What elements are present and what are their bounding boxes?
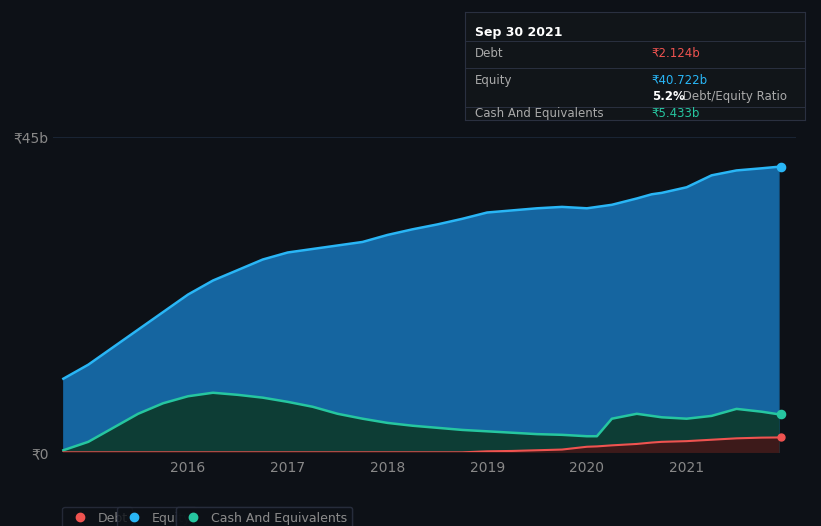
- Text: ₹5.433b: ₹5.433b: [652, 107, 700, 120]
- Point: [775, 433, 788, 442]
- Point: [775, 410, 788, 419]
- Text: Debt/Equity Ratio: Debt/Equity Ratio: [679, 90, 787, 103]
- Text: 5.2%: 5.2%: [652, 90, 685, 103]
- Text: Sep 30 2021: Sep 30 2021: [475, 26, 562, 39]
- Text: ₹2.124b: ₹2.124b: [652, 47, 700, 59]
- Text: Cash And Equivalents: Cash And Equivalents: [475, 107, 603, 120]
- Text: ₹40.722b: ₹40.722b: [652, 74, 708, 87]
- Point: [775, 163, 788, 171]
- Text: Debt: Debt: [475, 47, 503, 59]
- Legend: Cash And Equivalents: Cash And Equivalents: [176, 507, 352, 526]
- Text: Equity: Equity: [475, 74, 512, 87]
